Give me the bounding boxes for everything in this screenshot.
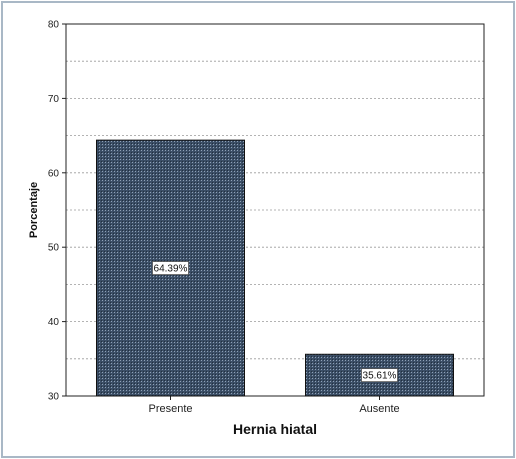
y-tick-label: 80 (48, 20, 60, 31)
plot-area-border (65, 23, 485, 397)
y-tick-label: 70 (48, 94, 60, 105)
data-label-box (152, 261, 189, 275)
data-label: 64.39% (154, 264, 188, 275)
y-tick-label: 30 (48, 392, 60, 403)
y-tick-label: 50 (48, 243, 60, 254)
y-axis-title: Porcentaje (28, 182, 40, 238)
x-tick-label: Presente (148, 403, 192, 415)
y-tick-label: 40 (48, 317, 60, 328)
y-tick-label: 60 (48, 168, 60, 179)
data-label-box (361, 368, 398, 383)
x-tick-label: Ausente (359, 403, 399, 415)
data-label: 35.61% (363, 371, 397, 382)
x-axis-title: Hernia hiatal (233, 421, 317, 437)
